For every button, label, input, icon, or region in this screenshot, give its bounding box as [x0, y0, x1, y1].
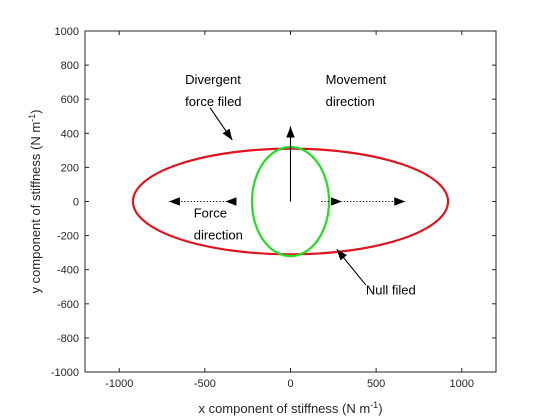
y-tick-label: -600	[57, 299, 79, 311]
arrow-head-2	[168, 197, 180, 206]
annotation-4: Null filed	[366, 282, 416, 297]
y-tick-label: -200	[57, 231, 79, 243]
y-tick-label: 1000	[55, 26, 79, 38]
y-tick-label: 200	[61, 162, 79, 174]
x-tick-label: -1000	[105, 378, 133, 390]
x-tick-label: 1000	[450, 378, 474, 390]
y-tick-label: 800	[61, 60, 79, 72]
y-tick-label: 0	[73, 197, 79, 209]
arrow-head-6	[222, 128, 233, 141]
y-tick-label: 400	[61, 128, 79, 140]
arrow-head-3	[225, 197, 237, 206]
arrow-head-4	[394, 197, 406, 206]
x-tick-label: -500	[194, 378, 216, 390]
y-tick-label: -1000	[51, 367, 79, 379]
x-axis-label: x component of stiffness (N m-1)	[198, 400, 382, 416]
x-tick-label: 0	[287, 378, 293, 390]
arrow-head-7	[336, 249, 347, 261]
annotation-3: Force direction	[194, 206, 243, 243]
annotation-1: Divergent force filed	[185, 72, 241, 109]
annotation-2: Movement direction	[326, 72, 387, 109]
y-tick-label: -400	[57, 265, 79, 277]
arrow-head-5	[330, 197, 342, 206]
y-tick-label: -800	[57, 333, 79, 345]
y-axis-label: y component of stiffness (N m-1)	[27, 109, 43, 293]
arrow-head-1	[286, 126, 295, 138]
y-tick-label: 600	[61, 94, 79, 106]
x-tick-label: 500	[367, 378, 385, 390]
